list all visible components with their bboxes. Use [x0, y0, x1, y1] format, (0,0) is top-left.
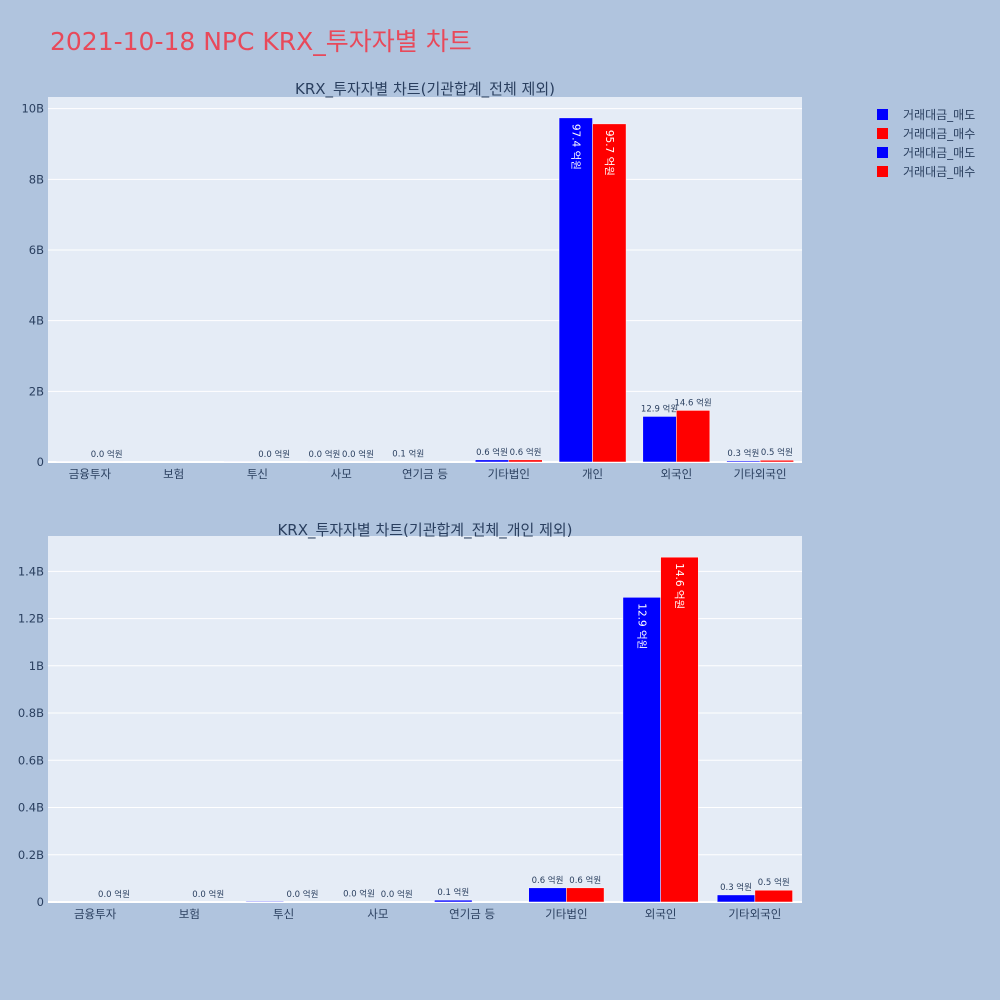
bar[interactable]: [660, 556, 699, 903]
y-tick-label: 1.2B: [18, 612, 44, 626]
x-tick-label: 투신: [273, 907, 294, 921]
data-label: 97.4 억원: [569, 124, 581, 170]
y-tick-label: 0.8B: [18, 706, 44, 720]
data-label: 0.0 억원: [381, 889, 413, 900]
legend-label[interactable]: 거래대금_매수: [903, 165, 975, 179]
legend-label[interactable]: 거래대금_매도: [903, 146, 975, 160]
y-tick-label: 0: [37, 895, 44, 909]
chart-title: KRX_투자자별 차트(기관합계_전체 제외): [295, 80, 555, 99]
x-tick-label: 기타외국인: [734, 467, 787, 481]
chart-title: KRX_투자자별 차트(기관합계_전체_개인 제외): [277, 521, 572, 540]
x-tick-label: 금융투자: [69, 467, 112, 481]
bar[interactable]: [434, 899, 473, 903]
x-tick-label: 금융투자: [74, 907, 117, 921]
bar[interactable]: [528, 887, 567, 903]
data-label: 0.0 억원: [192, 889, 224, 900]
legend-label[interactable]: 거래대금_매도: [903, 108, 975, 122]
y-tick-label: 0.4B: [18, 801, 44, 815]
x-tick-label: 외국인: [660, 467, 692, 481]
y-tick-label: 4B: [29, 314, 44, 328]
bar[interactable]: [566, 887, 605, 903]
data-label: 14.6 억원: [673, 563, 685, 609]
data-label: 0.6 억원: [476, 447, 508, 458]
data-label: 0.0 억원: [342, 449, 374, 460]
bar[interactable]: [676, 410, 711, 463]
x-tick-label: 투신: [247, 467, 268, 481]
data-label: 0.0 억원: [287, 889, 319, 900]
bar[interactable]: [622, 597, 661, 903]
data-label: 0.0 억원: [91, 449, 123, 460]
bar[interactable]: [716, 894, 756, 903]
data-label: 0.3 억원: [720, 882, 752, 893]
plot-area: [48, 97, 802, 462]
x-tick-label: 연기금 등: [402, 467, 448, 481]
data-label: 0.0 억원: [258, 449, 290, 460]
data-label: 0.6 억원: [532, 875, 564, 886]
y-tick-label: 0: [37, 455, 44, 469]
bar[interactable]: [558, 117, 593, 463]
x-tick-label: 사모: [331, 467, 352, 481]
bar[interactable]: [726, 460, 761, 463]
bar[interactable]: [592, 123, 627, 463]
data-label: 0.0 억원: [98, 889, 130, 900]
y-tick-label: 1B: [29, 659, 44, 673]
x-tick-label: 보험: [179, 907, 200, 921]
legend-swatch[interactable]: [877, 128, 888, 139]
x-tick-label: 연기금 등: [449, 907, 495, 921]
bar[interactable]: [508, 459, 543, 463]
data-label: 14.6 억원: [674, 397, 711, 408]
data-label: 0.0 억원: [309, 449, 341, 460]
y-tick-label: 8B: [29, 172, 44, 186]
data-label: 12.9 억원: [635, 603, 647, 649]
chart-top: 0 2B 4B 6B 8B 10B KRX_투자자별 차트(기관합계_전체 제외) 금융투자 보…: [21, 80, 802, 481]
y-tick-label: 6B: [29, 243, 44, 257]
x-tick-label: 사모: [367, 907, 388, 921]
data-label: 0.3 억원: [727, 448, 759, 459]
x-tick-label: 개인: [582, 467, 603, 481]
data-label: 0.6 억원: [510, 447, 542, 458]
legend-swatch[interactable]: [877, 166, 888, 177]
data-label: 0.6 억원: [569, 875, 601, 886]
bar[interactable]: [245, 901, 284, 903]
page-title: 2021-10-18 NPC KRX_투자자별 차트: [50, 27, 472, 56]
y-tick-label: 1.4B: [18, 564, 44, 578]
y-tick-label: 10B: [21, 102, 44, 116]
legend-label[interactable]: 거래대금_매수: [903, 127, 975, 141]
y-tick-label: 0.2B: [18, 848, 44, 862]
data-label: 95.7 억원: [603, 130, 615, 176]
data-label: 0.5 억원: [761, 447, 793, 458]
x-tick-label: 외국인: [645, 907, 677, 921]
y-tick-label: 2B: [29, 384, 44, 398]
x-tick-label: 기타법인: [545, 907, 587, 921]
x-tick-label: 기타외국인: [728, 907, 781, 921]
x-tick-label: 기타법인: [488, 467, 530, 481]
bar[interactable]: [754, 889, 793, 903]
bar[interactable]: [759, 459, 794, 463]
chart-bottom: 0 0.2B 0.4B 0.6B 0.8B 1B 1.2B 1.4B KRX_투자자별 차트(기…: [18, 521, 802, 921]
legend-swatch[interactable]: [877, 109, 888, 120]
legend-swatch[interactable]: [877, 147, 888, 158]
data-label: 0.1 억원: [392, 449, 424, 460]
data-label: 0.0 억원: [343, 889, 375, 900]
x-tick-label: 보험: [163, 467, 184, 481]
bar[interactable]: [642, 416, 677, 463]
y-tick-label: 0.6B: [18, 753, 44, 767]
data-label: 12.9 억원: [641, 403, 678, 414]
data-label: 0.1 억원: [437, 887, 469, 898]
bar[interactable]: [475, 459, 510, 463]
data-label: 0.5 억원: [758, 877, 790, 888]
